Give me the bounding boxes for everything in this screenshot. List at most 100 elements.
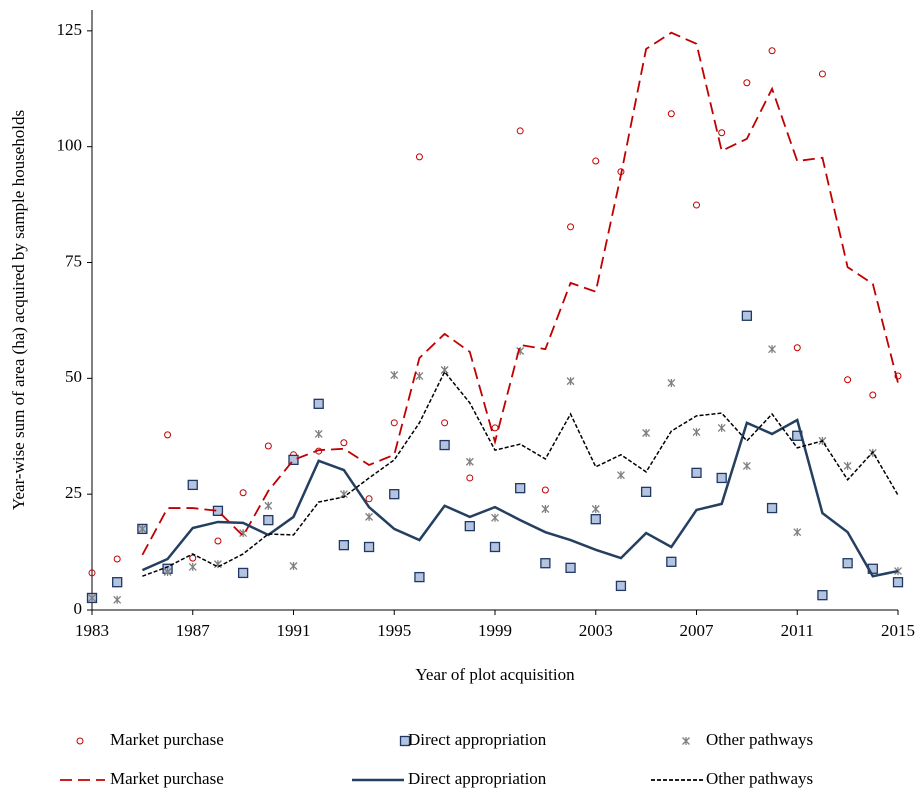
- marker: [365, 495, 373, 503]
- marker: [187, 479, 198, 491]
- marker: [263, 514, 274, 526]
- marker: [716, 472, 727, 484]
- marker: [616, 471, 625, 480]
- marker: [566, 377, 575, 386]
- marker: [591, 504, 600, 513]
- marker: [313, 398, 324, 409]
- marker: [113, 555, 121, 563]
- marker: [818, 70, 826, 78]
- legend-label: Direct appropriation: [408, 730, 547, 749]
- marker: [692, 428, 701, 437]
- legend-marker: [76, 737, 84, 745]
- marker: [516, 127, 524, 135]
- x-tick-label: 2003: [579, 621, 613, 640]
- marker: [390, 419, 398, 427]
- x-tick-label: 1987: [176, 621, 211, 640]
- marker: [541, 504, 550, 513]
- marker: [642, 429, 651, 438]
- x-tick-label: 2015: [881, 621, 915, 640]
- marker: [439, 439, 450, 451]
- series-line: [141, 418, 899, 578]
- marker: [441, 419, 449, 427]
- marker: [817, 590, 828, 601]
- marker: [793, 344, 801, 352]
- marker: [766, 502, 778, 514]
- marker: [465, 457, 474, 466]
- marker: [188, 562, 197, 571]
- marker: [541, 486, 549, 494]
- marker: [314, 429, 323, 438]
- marker: [768, 47, 776, 55]
- marker: [666, 556, 677, 567]
- legend-label: Direct appropriation: [408, 769, 547, 788]
- marker: [164, 431, 172, 439]
- marker: [464, 520, 475, 532]
- series-line: [141, 31, 899, 556]
- marker: [565, 562, 576, 573]
- marker: [289, 561, 298, 570]
- legend-label: Other pathways: [706, 769, 813, 788]
- x-tick-label: 2011: [781, 621, 814, 640]
- y-axis-label: Year-wise sum of area (ha) acquired by s…: [9, 110, 28, 510]
- marker: [88, 593, 96, 602]
- y-tick-label: 100: [57, 136, 83, 155]
- marker: [237, 567, 249, 579]
- x-tick-label: 1999: [478, 621, 512, 640]
- marker: [717, 423, 726, 432]
- marker: [491, 424, 499, 432]
- marker: [843, 461, 852, 470]
- marker: [793, 528, 802, 537]
- marker: [892, 577, 904, 588]
- marker: [489, 541, 501, 553]
- marker: [264, 501, 273, 510]
- series-line: [142, 370, 899, 577]
- marker: [163, 568, 172, 577]
- x-tick-label: 1995: [377, 621, 411, 640]
- marker: [693, 201, 700, 209]
- marker: [415, 153, 423, 161]
- marker: [515, 482, 526, 494]
- marker: [615, 580, 627, 592]
- marker: [844, 376, 852, 384]
- marker: [340, 439, 348, 447]
- marker: [894, 567, 902, 576]
- y-tick-label: 0: [74, 599, 83, 618]
- legend-marker: [682, 737, 690, 745]
- y-tick-label: 125: [57, 20, 83, 39]
- marker: [363, 541, 375, 553]
- marker: [214, 537, 222, 545]
- marker: [338, 539, 350, 551]
- marker: [365, 512, 374, 521]
- marker: [894, 372, 902, 380]
- legend-label: Market purchase: [110, 730, 224, 749]
- marker: [414, 571, 425, 583]
- marker: [743, 79, 751, 87]
- y-tick-label: 75: [65, 251, 82, 270]
- marker: [415, 372, 424, 381]
- legend-label: Other pathways: [706, 730, 813, 749]
- marker: [239, 489, 247, 497]
- marker: [491, 513, 499, 522]
- marker: [389, 489, 400, 500]
- marker: [113, 595, 122, 604]
- marker: [741, 310, 753, 321]
- marker: [567, 223, 575, 231]
- marker: [869, 391, 877, 399]
- marker: [718, 129, 726, 137]
- marker: [288, 454, 299, 466]
- marker: [390, 371, 399, 380]
- marker: [768, 345, 777, 354]
- x-tick-label: 1991: [277, 621, 311, 640]
- marker: [742, 461, 751, 470]
- marker: [590, 514, 601, 525]
- legend-marker: [399, 735, 411, 747]
- legend-label: Market purchase: [110, 769, 224, 788]
- marker: [640, 486, 652, 498]
- y-tick-label: 25: [65, 483, 82, 502]
- marker: [667, 110, 675, 118]
- marker: [691, 467, 702, 479]
- marker: [264, 442, 272, 450]
- marker: [466, 474, 474, 482]
- marker: [213, 560, 222, 569]
- marker: [138, 524, 147, 533]
